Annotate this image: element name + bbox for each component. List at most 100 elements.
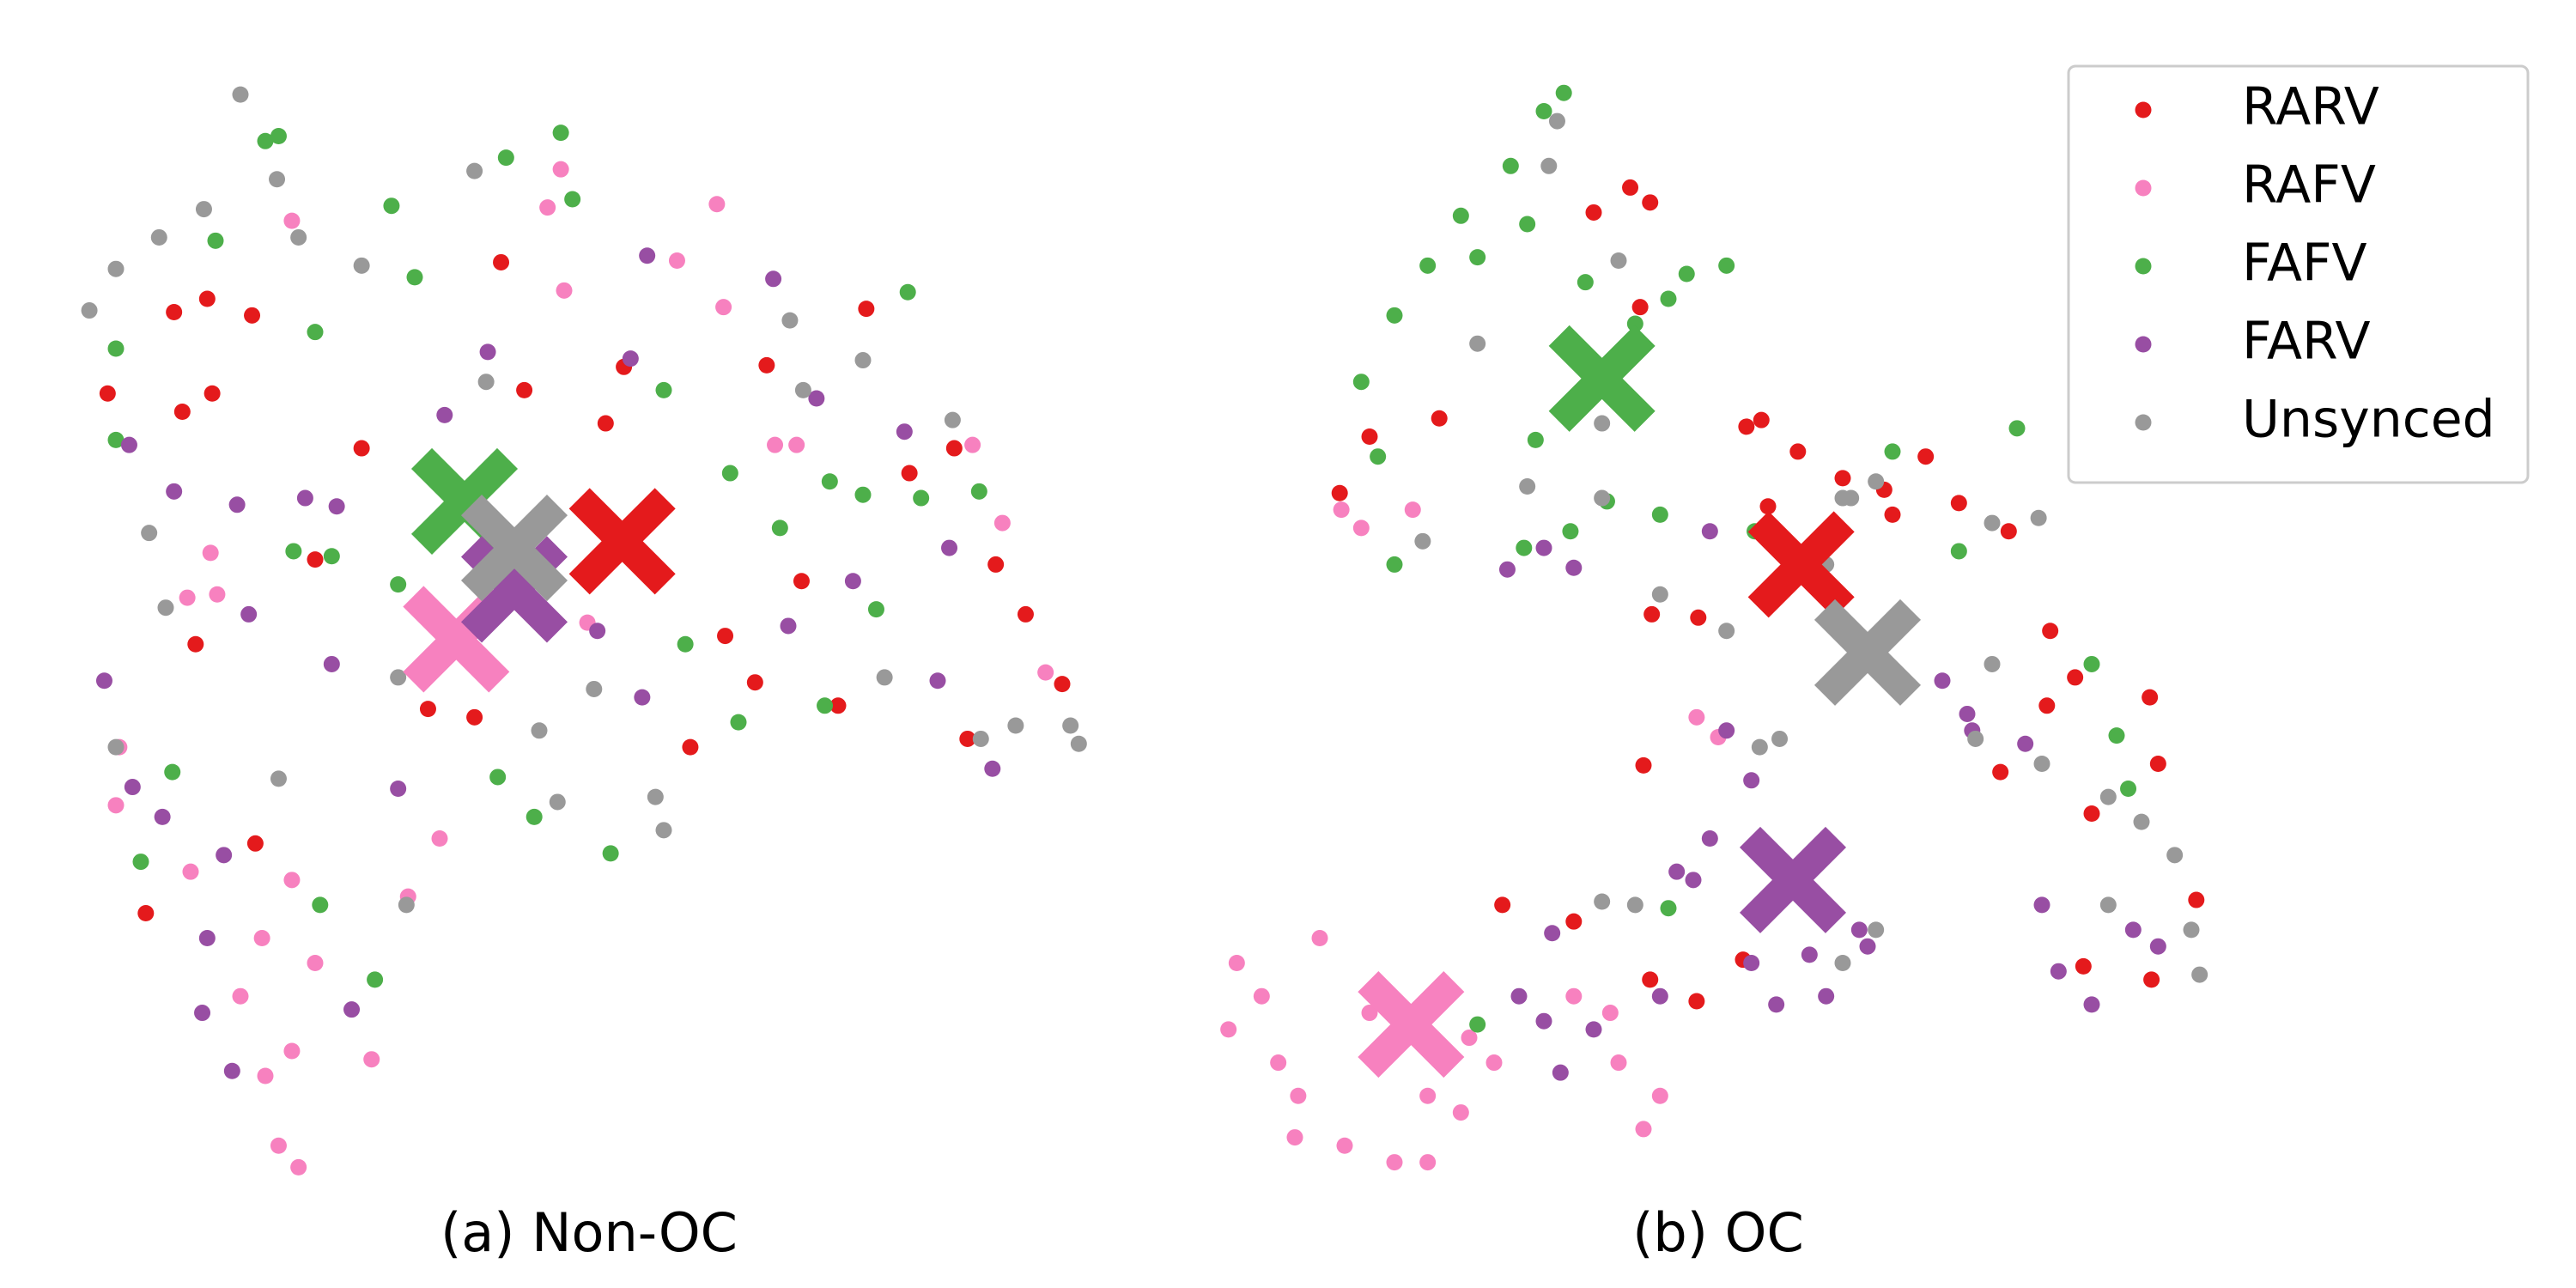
- point: [1984, 655, 2001, 672]
- point: [353, 257, 370, 274]
- point: [717, 628, 734, 645]
- point: [1984, 514, 2001, 532]
- point: [970, 483, 987, 500]
- point: [539, 199, 556, 216]
- point: [2050, 963, 2067, 980]
- point: [1037, 664, 1054, 681]
- point: [2067, 669, 2084, 686]
- point: [1771, 730, 1789, 747]
- point: [1834, 955, 1851, 972]
- point: [586, 680, 603, 697]
- point: [1859, 938, 1876, 955]
- point: [1868, 921, 1885, 939]
- point: [1690, 609, 1707, 626]
- point: [1404, 501, 1421, 519]
- point: [1651, 1087, 1668, 1104]
- point: [564, 191, 581, 208]
- point: [2143, 971, 2160, 988]
- point: [602, 845, 619, 862]
- panel: (b) OC RARV RAFV FAFV FARV Unsynced: [1220, 64, 2530, 1264]
- point: [353, 440, 370, 457]
- point: [2038, 697, 2056, 714]
- legend-frame: [2067, 64, 2530, 484]
- point: [1631, 299, 1649, 316]
- point: [516, 381, 533, 398]
- point: [398, 896, 415, 914]
- point: [132, 854, 149, 871]
- point: [1565, 987, 1583, 1005]
- point: [232, 86, 249, 103]
- point: [1626, 896, 1643, 914]
- point: [2030, 509, 2047, 526]
- point: [1007, 717, 1024, 734]
- legend-label: FARV: [2242, 312, 2371, 372]
- point: [2188, 891, 2205, 908]
- point: [1834, 470, 1851, 487]
- point: [1311, 930, 1328, 947]
- point: [1718, 722, 1735, 739]
- point: [647, 788, 664, 805]
- point: [1469, 249, 1486, 266]
- point: [1070, 735, 1087, 752]
- point: [1565, 913, 1583, 930]
- centroid: [1814, 598, 1922, 706]
- point: [107, 738, 125, 756]
- point: [1768, 996, 1785, 1013]
- point: [993, 514, 1011, 532]
- legend-marker: [2135, 414, 2152, 431]
- point: [780, 617, 797, 635]
- point: [1577, 274, 1594, 291]
- point: [1688, 708, 1705, 726]
- point: [1361, 1005, 1378, 1022]
- point: [466, 708, 483, 726]
- point: [765, 270, 782, 288]
- point: [187, 635, 204, 653]
- point: [730, 714, 747, 731]
- point: [283, 1042, 301, 1060]
- point: [1253, 987, 1270, 1005]
- point: [99, 385, 116, 402]
- point: [758, 356, 775, 374]
- point: [1485, 1054, 1503, 1072]
- point: [1884, 443, 1901, 460]
- point: [223, 1062, 240, 1079]
- point: [1220, 1021, 1237, 1038]
- point: [1361, 428, 1378, 446]
- point: [323, 548, 340, 565]
- point: [1535, 1012, 1552, 1030]
- point: [1431, 410, 1448, 427]
- point: [204, 385, 221, 402]
- point: [1519, 216, 1536, 233]
- point: [312, 896, 329, 914]
- point: [1585, 1021, 1602, 1038]
- point: [436, 406, 453, 423]
- point: [771, 519, 788, 537]
- point: [1601, 1005, 1619, 1022]
- point: [1452, 207, 1469, 224]
- point: [913, 489, 930, 507]
- point: [1540, 157, 1558, 174]
- point: [2075, 957, 2092, 975]
- point: [1386, 307, 1403, 324]
- point: [1562, 523, 1579, 540]
- point: [1519, 478, 1536, 495]
- point: [419, 701, 436, 718]
- point: [2099, 788, 2117, 805]
- point: [1548, 112, 1565, 130]
- point: [1527, 431, 1544, 448]
- point: [944, 411, 961, 428]
- point: [489, 769, 507, 786]
- point: [209, 586, 226, 603]
- point: [1419, 1087, 1437, 1104]
- point: [1685, 872, 1702, 889]
- point: [124, 779, 141, 796]
- point: [1635, 756, 1652, 774]
- point: [721, 465, 738, 482]
- point: [2083, 996, 2100, 1013]
- point: [1884, 506, 1901, 523]
- point: [2166, 847, 2184, 864]
- point: [1419, 257, 1437, 274]
- point: [95, 672, 112, 690]
- point: [1850, 921, 1868, 939]
- point: [1660, 290, 1677, 307]
